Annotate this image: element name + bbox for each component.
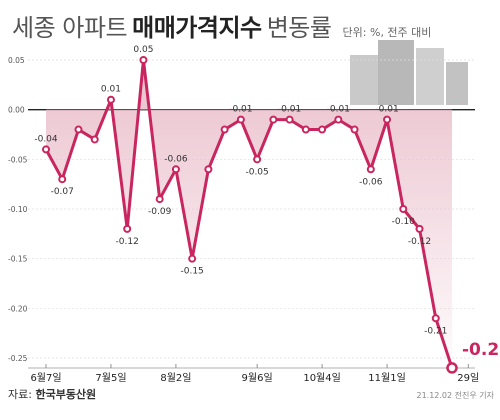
data-point: [42, 145, 50, 154]
data-point: [446, 362, 458, 374]
data-label: -0.05: [245, 167, 268, 177]
data-label: -0.07: [51, 187, 74, 197]
x-tick-label: 11월1일: [368, 372, 406, 384]
source-note: 자료: 한국부동산원: [8, 386, 96, 402]
title-suffix: 변동률: [266, 14, 332, 42]
y-tick-label: 0.05: [8, 56, 25, 65]
data-label: -0.21: [424, 326, 447, 336]
credit-note: 21.12.02 전진우 기자: [416, 391, 494, 400]
title-region: 세종 아파트: [12, 14, 128, 42]
data-point: [220, 125, 229, 134]
data-point: [318, 125, 327, 134]
data-label: -0.06: [164, 154, 188, 164]
data-point: [301, 125, 310, 134]
building-illustration: [350, 55, 380, 105]
data-point: [58, 175, 67, 184]
x-tick-label: 10월4일: [303, 372, 341, 384]
data-point: [155, 195, 164, 204]
data-point: [269, 115, 278, 124]
data-label: 0.01: [101, 85, 121, 95]
data-point: [236, 115, 245, 124]
data-label: -0.12: [116, 237, 139, 247]
x-tick-label: 7월5일: [95, 372, 126, 384]
data-point: [253, 155, 262, 164]
y-tick-label: -0.25: [8, 354, 28, 363]
data-label: -0.06: [359, 177, 383, 187]
data-label: -0.01: [278, 105, 301, 115]
data-point: [350, 125, 359, 134]
data-point: [204, 165, 213, 174]
data-point: [285, 115, 294, 124]
y-tick-label: -0.10: [8, 205, 28, 214]
data-point: [171, 165, 180, 174]
data-point: [399, 205, 408, 213]
data-label: -0.09: [148, 207, 172, 217]
x-tick-label: 9월6일: [242, 372, 273, 384]
data-point: [334, 115, 343, 124]
x-tick-label: 6월7일: [30, 372, 61, 384]
data-point: [106, 95, 115, 104]
building-illustration: [416, 48, 444, 105]
data-point: [123, 224, 132, 233]
data-point: [139, 56, 148, 64]
data-label-latest: -0.26: [462, 340, 500, 360]
y-tick-label: 0.00: [8, 106, 25, 115]
x-tick-label: 8월2일: [160, 372, 191, 384]
data-point: [383, 115, 392, 124]
series-line: [44, 58, 454, 370]
data-point: [415, 224, 424, 233]
data-label: -0.01: [327, 105, 350, 115]
chart-title: 세종 아파트 매매가격지수 변동률 단위: %, 전주 대비: [12, 8, 431, 43]
data-label: 0.05: [133, 45, 153, 55]
data-point: [74, 125, 83, 134]
source-label: 자료:: [8, 388, 32, 401]
data-label: -0.04: [34, 134, 58, 144]
data-label: -0.01: [375, 105, 398, 115]
data-label: -0.10: [392, 217, 416, 227]
y-tick-label: -0.20: [8, 304, 28, 313]
data-point: [431, 314, 440, 323]
y-tick-label: -0.15: [8, 255, 28, 264]
data-label: -0.12: [408, 237, 431, 247]
data-label: -0.15: [181, 267, 204, 277]
data-point: [90, 135, 99, 144]
title-bold: 매매가격지수: [132, 14, 262, 42]
data-point: [366, 165, 375, 174]
y-tick-label: -0.05: [8, 155, 28, 164]
x-tick-label: 29일: [457, 372, 479, 384]
unit-label: 단위: %, 전주 대비: [342, 26, 432, 39]
data-point: [188, 254, 197, 263]
data-label: -0.01: [229, 105, 252, 115]
building-illustration: [446, 62, 468, 105]
source-name: 한국부동산원: [35, 388, 97, 401]
building-illustration: [378, 40, 414, 105]
